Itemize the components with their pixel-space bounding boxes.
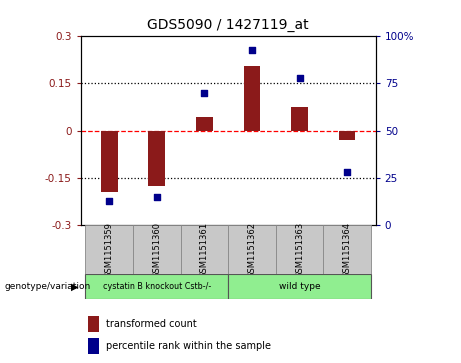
Text: ▶: ▶ — [71, 282, 78, 292]
Point — [153, 194, 160, 200]
Point — [343, 169, 351, 175]
Bar — [228, 274, 371, 299]
Text: GSM1151364: GSM1151364 — [343, 221, 352, 278]
Bar — [228, 225, 276, 274]
Bar — [148, 131, 165, 186]
Text: wild type: wild type — [279, 282, 320, 291]
Text: GSM1151361: GSM1151361 — [200, 221, 209, 278]
Text: GSM1151362: GSM1151362 — [248, 221, 256, 278]
Point — [106, 197, 113, 203]
Bar — [244, 66, 260, 131]
Bar — [133, 225, 181, 274]
Text: percentile rank within the sample: percentile rank within the sample — [106, 341, 271, 351]
Text: genotype/variation: genotype/variation — [5, 282, 91, 291]
Title: GDS5090 / 1427119_at: GDS5090 / 1427119_at — [148, 19, 309, 33]
Bar — [85, 274, 228, 299]
Bar — [196, 117, 213, 131]
Bar — [101, 131, 118, 192]
Text: transformed count: transformed count — [106, 319, 197, 329]
Bar — [339, 131, 355, 140]
Point — [296, 75, 303, 81]
Text: GSM1151363: GSM1151363 — [295, 221, 304, 278]
Text: cystatin B knockout Cstb-/-: cystatin B knockout Cstb-/- — [103, 282, 211, 291]
Bar — [181, 225, 228, 274]
Point — [201, 90, 208, 96]
Text: GSM1151359: GSM1151359 — [105, 222, 114, 277]
Text: GSM1151360: GSM1151360 — [152, 221, 161, 278]
Bar — [291, 107, 308, 131]
Bar — [276, 225, 323, 274]
Bar — [85, 225, 133, 274]
Point — [248, 46, 256, 52]
Bar — [323, 225, 371, 274]
